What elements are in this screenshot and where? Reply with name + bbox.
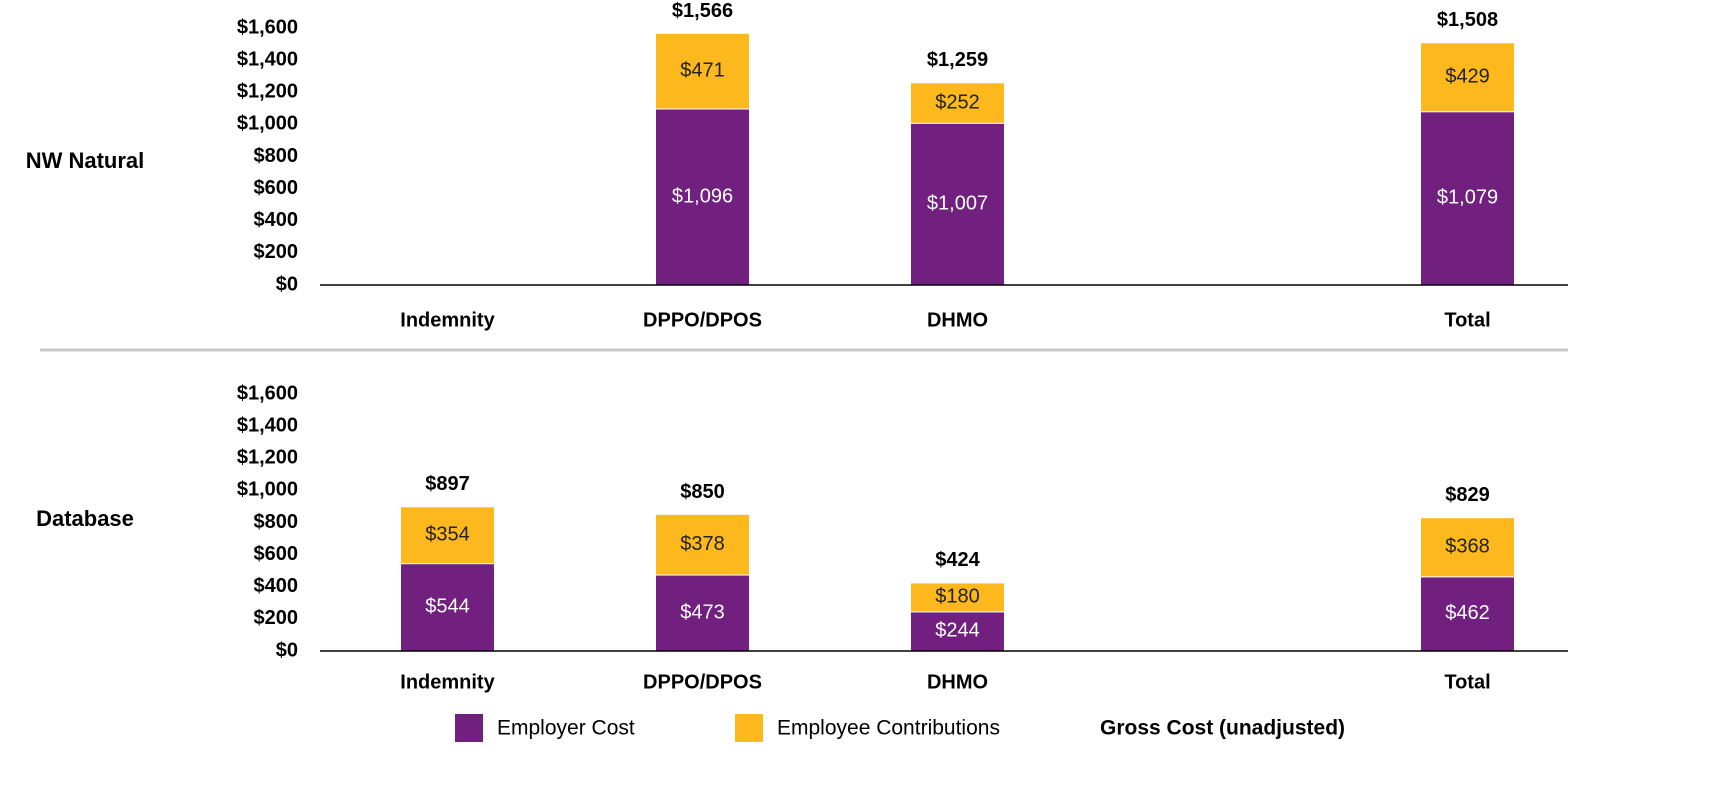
bar-segment [910, 82, 1005, 124]
value-label: $368 [1445, 536, 1490, 558]
y-tick-label: $1,400 [237, 48, 298, 70]
value-label: $244 [935, 620, 980, 642]
total-label: $850 [680, 481, 725, 503]
bar-segment [1420, 576, 1515, 652]
bar-segment [910, 582, 1005, 613]
legend-label: Employer Cost [497, 717, 635, 740]
value-label: $1,096 [672, 185, 733, 207]
total-label: $829 [1445, 484, 1490, 506]
panel-title: Database [36, 506, 134, 531]
y-tick-label: $600 [254, 543, 299, 565]
y-tick-label: $600 [254, 177, 299, 199]
y-tick-label: $1,400 [237, 414, 298, 436]
y-tick-label: $0 [276, 639, 298, 661]
y-tick-label: $1,000 [237, 113, 298, 135]
x-tick-label: Total [1444, 309, 1490, 331]
value-label: $1,007 [927, 192, 988, 214]
value-label: $252 [935, 91, 980, 113]
value-label: $429 [1445, 66, 1490, 88]
bar-segment [1420, 42, 1515, 113]
legend-label: Employee Contributions [777, 717, 1000, 740]
y-tick-label: $200 [254, 607, 299, 629]
value-label: $1,079 [1437, 187, 1498, 209]
y-tick-label: $0 [276, 273, 298, 295]
value-label: $354 [425, 523, 470, 545]
total-label: $424 [935, 549, 980, 571]
x-tick-label: DHMO [927, 309, 988, 331]
value-label: $544 [425, 596, 470, 618]
value-label: $471 [680, 59, 725, 81]
bar-segment [1420, 517, 1515, 578]
total-label: $1,566 [672, 0, 733, 22]
x-tick-label: DPPO/DPOS [643, 309, 762, 331]
y-tick-label: $800 [254, 511, 299, 533]
y-tick-label: $1,600 [237, 16, 298, 38]
total-label: $1,508 [1437, 9, 1498, 31]
legend-swatch [735, 714, 763, 742]
bar-segment [400, 506, 495, 565]
y-tick-label: $800 [254, 145, 299, 167]
bar-segment [655, 32, 750, 110]
x-tick-label: Indemnity [400, 671, 495, 693]
bar-segment [400, 563, 495, 652]
value-label: $180 [935, 586, 980, 608]
y-tick-label: $1,600 [237, 382, 298, 404]
x-tick-label: DPPO/DPOS [643, 671, 762, 693]
y-tick-label: $1,200 [237, 447, 298, 469]
panel-title: NW Natural [26, 148, 145, 173]
total-label: $1,259 [927, 49, 988, 71]
y-tick-label: $400 [254, 575, 299, 597]
value-label: $473 [680, 601, 725, 623]
total-label: $897 [425, 473, 470, 495]
x-tick-label: Total [1444, 671, 1490, 693]
bar-segment [1420, 111, 1515, 286]
y-tick-label: $1,200 [237, 81, 298, 103]
bar-segment [910, 611, 1005, 652]
x-tick-label: DHMO [927, 671, 988, 693]
y-tick-label: $1,000 [237, 479, 298, 501]
value-label: $378 [680, 533, 725, 555]
legend-swatch [455, 714, 483, 742]
bar-segment [655, 513, 750, 576]
y-tick-label: $200 [254, 241, 299, 263]
legend-label: Gross Cost (unadjusted) [1100, 717, 1345, 740]
x-tick-label: Indemnity [400, 309, 495, 331]
y-tick-label: $400 [254, 209, 299, 231]
value-label: $462 [1445, 602, 1490, 624]
